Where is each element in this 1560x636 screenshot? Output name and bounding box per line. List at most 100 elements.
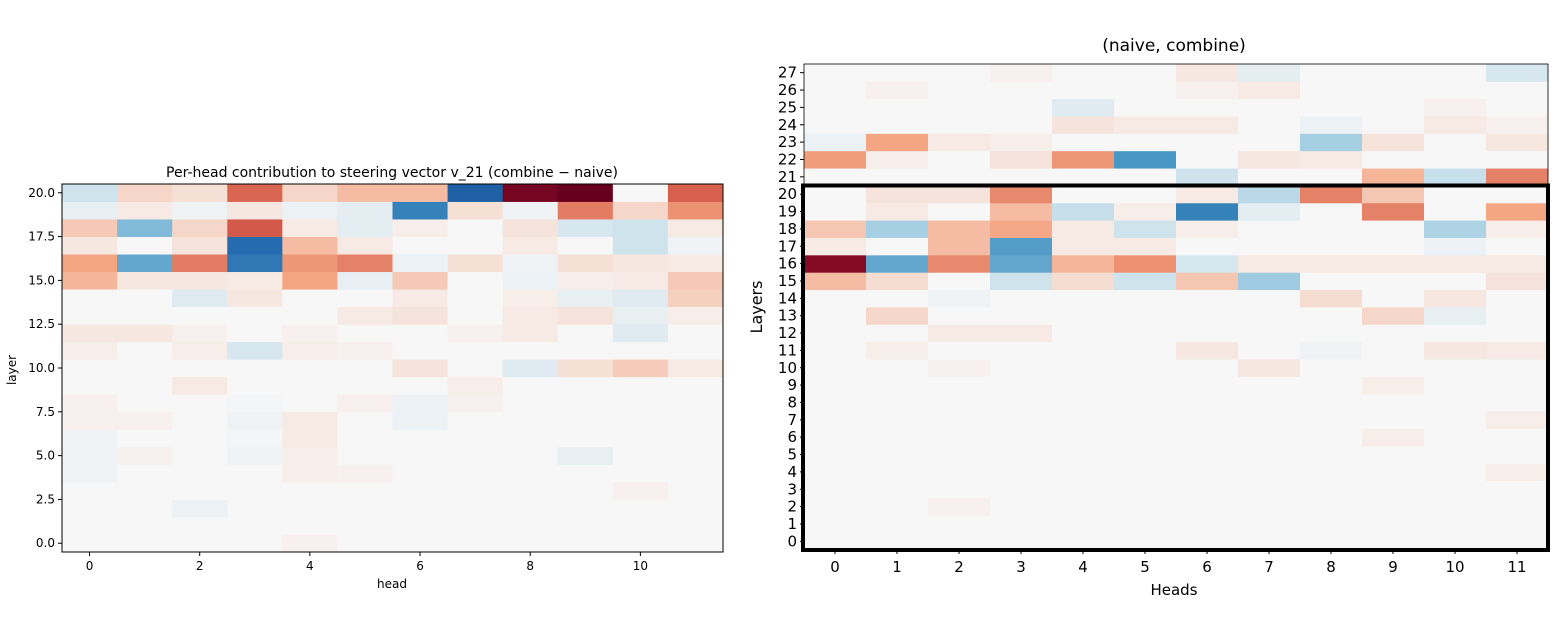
heatmap-cell <box>117 271 173 290</box>
heatmap-cell <box>447 499 504 518</box>
heatmap-cell <box>117 376 173 395</box>
x-tick-label: 4 <box>306 559 314 573</box>
heatmap-cell <box>1424 307 1487 325</box>
heatmap-cell <box>62 324 118 343</box>
heatmap-cell <box>1362 532 1425 551</box>
y-tick-label: 7 <box>787 411 797 429</box>
heatmap-cell <box>866 341 929 360</box>
y-tick-label: 1 <box>787 515 797 533</box>
heatmap-cell <box>1486 185 1549 204</box>
heatmap-cell <box>804 185 867 204</box>
heatmap-cell <box>1424 150 1487 169</box>
heatmap-cell <box>1238 237 1301 256</box>
heatmap-cell <box>1052 185 1115 204</box>
heatmap-cells <box>62 184 724 553</box>
heatmap-cell <box>1300 411 1363 429</box>
heatmap-cell <box>62 411 118 430</box>
heatmap-cell <box>502 219 559 237</box>
heatmap-cell <box>1176 64 1239 82</box>
heatmap-cell <box>866 168 929 186</box>
heatmap-cell <box>990 359 1053 377</box>
x-axis-label: Heads <box>1150 581 1197 599</box>
heatmap-cell <box>1052 497 1115 516</box>
heatmap-cell <box>990 324 1053 343</box>
y-tick-label: 5 <box>787 446 797 464</box>
heatmap-cell <box>866 307 929 325</box>
heatmap-cell <box>557 341 614 360</box>
heatmap-cell <box>1238 445 1301 464</box>
heatmap-cell <box>447 446 504 465</box>
heatmap-cell <box>227 184 283 202</box>
heatmap-cell <box>1176 341 1239 360</box>
y-tick-label: 7.5 <box>36 405 55 419</box>
heatmap-cell <box>282 376 338 395</box>
heatmap-cell <box>866 185 929 204</box>
heatmap-cell <box>1300 376 1363 395</box>
heatmap-cell <box>1176 116 1239 134</box>
heatmap-cell <box>866 81 929 100</box>
heatmap-cell <box>172 271 228 290</box>
y-tick-label: 27 <box>778 64 797 82</box>
x-tick-label: 1 <box>892 558 902 576</box>
heatmap-cell <box>804 150 867 169</box>
heatmap-cell <box>1176 480 1239 499</box>
heatmap-cell <box>1486 237 1549 256</box>
x-tick-label: 8 <box>1326 558 1336 576</box>
heatmap-cell <box>1114 98 1177 117</box>
heatmap-cell <box>1052 133 1115 152</box>
heatmap-cell <box>502 411 559 430</box>
heatmap-cell <box>62 341 118 360</box>
heatmap-cell <box>866 428 929 447</box>
heatmap-cell <box>172 289 228 308</box>
heatmap-cell <box>1362 185 1425 204</box>
heatmap-cell <box>866 133 929 152</box>
heatmap-cell <box>1300 272 1363 291</box>
y-tick-label: 10.0 <box>28 361 55 375</box>
heatmap-cell <box>1114 289 1177 308</box>
heatmap-cell <box>928 98 991 117</box>
heatmap-cell <box>227 429 283 448</box>
heatmap-cell <box>804 237 867 256</box>
heatmap-cell <box>866 98 929 117</box>
heatmap-cell <box>990 202 1053 221</box>
heatmap-cell <box>1052 202 1115 221</box>
heatmap-cell <box>928 185 991 204</box>
heatmap-cell <box>62 464 118 483</box>
heatmap-cell <box>227 289 283 308</box>
x-tick-label: 5 <box>1140 558 1150 576</box>
heatmap-cell <box>990 168 1053 186</box>
heatmap-cell <box>1486 411 1549 429</box>
heatmap-cell <box>1362 289 1425 308</box>
heatmap-cell <box>447 219 504 237</box>
heatmap-cell <box>227 516 283 535</box>
heatmap-cell <box>866 237 929 256</box>
y-tick-label: 19 <box>778 203 797 221</box>
heatmap-cell <box>1176 359 1239 377</box>
heatmap-cell <box>117 499 173 518</box>
heatmap-cell <box>1300 185 1363 204</box>
heatmap-cell <box>502 271 559 290</box>
heatmap-cell <box>1362 133 1425 152</box>
heatmap-cell <box>612 446 669 465</box>
heatmap-cell <box>557 429 614 448</box>
heatmap-cell <box>117 306 173 325</box>
heatmap-cell <box>337 359 393 378</box>
heatmap-cell <box>804 532 867 551</box>
heatmap-cell <box>392 376 448 395</box>
heatmap-cell <box>557 516 614 535</box>
heatmap-cell <box>502 394 559 413</box>
heatmap-cell <box>1238 376 1301 395</box>
x-tick-label: 0 <box>86 559 94 573</box>
heatmap-cell <box>62 219 118 237</box>
heatmap-cell <box>1238 497 1301 516</box>
heatmap-cell <box>392 236 448 255</box>
y-tick-label: 2.5 <box>36 492 55 506</box>
x-tick-label: 7 <box>1264 558 1274 576</box>
heatmap-cell <box>1300 359 1363 377</box>
heatmap-cell <box>1362 202 1425 221</box>
heatmap-cell <box>502 289 559 308</box>
heatmap-cell <box>990 532 1053 551</box>
heatmap-cell <box>928 428 991 447</box>
heatmap-cell <box>1362 64 1425 82</box>
